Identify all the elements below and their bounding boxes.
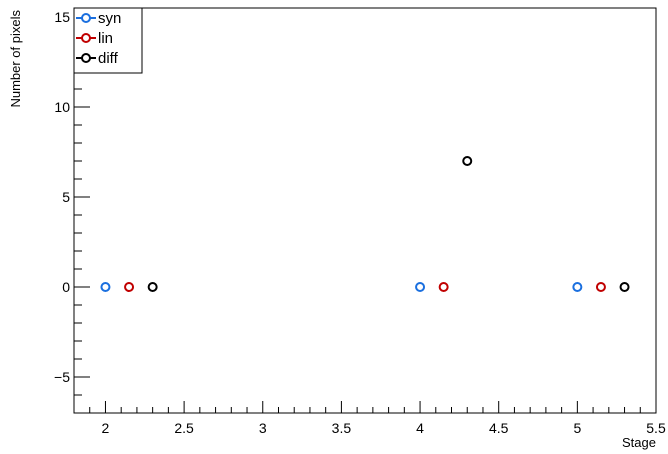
x-tick-label: 3.5 xyxy=(332,420,352,436)
y-tick-label: 10 xyxy=(54,99,70,115)
data-point-lin xyxy=(595,282,606,292)
y-tick-label: 5 xyxy=(62,189,70,205)
x-tick-label: 3 xyxy=(259,420,267,436)
data-point-syn xyxy=(415,282,426,292)
legend-label-lin: lin xyxy=(98,30,113,47)
x-tick-label: 4 xyxy=(416,420,424,436)
legend-marker-diff xyxy=(81,53,91,63)
x-axis-title: Stage xyxy=(622,435,656,450)
legend-marker-syn xyxy=(81,13,91,23)
x-tick-label: 5.5 xyxy=(646,420,666,436)
data-point-diff xyxy=(462,156,473,166)
plot-frame xyxy=(73,7,657,414)
data-point-lin xyxy=(438,282,449,292)
y-tick-label: −5 xyxy=(54,369,70,385)
data-point-syn xyxy=(572,282,583,292)
x-tick-label: 2 xyxy=(102,420,110,436)
axes: 2 2.5 3 3.5 4 4.5 5 5.5 −5 0 5 10 15 xyxy=(54,7,666,436)
x-tick-label: 2.5 xyxy=(174,420,194,436)
y-tick-label: 15 xyxy=(54,9,70,25)
legend-marker-lin xyxy=(81,33,91,43)
x-tick-label: 5 xyxy=(573,420,581,436)
legend-label-diff: diff xyxy=(98,50,119,67)
legend-label-syn: syn xyxy=(98,10,121,27)
data-point-syn xyxy=(100,282,111,292)
y-axis-title: Number of pixels xyxy=(8,10,23,108)
data-points xyxy=(100,156,630,292)
y-tick-label: 0 xyxy=(62,279,70,295)
data-point-diff xyxy=(619,282,630,292)
legend: syn lin diff xyxy=(73,7,143,74)
x-tick-label: 4.5 xyxy=(489,420,509,436)
data-point-diff xyxy=(147,282,158,292)
data-point-lin xyxy=(124,282,135,292)
